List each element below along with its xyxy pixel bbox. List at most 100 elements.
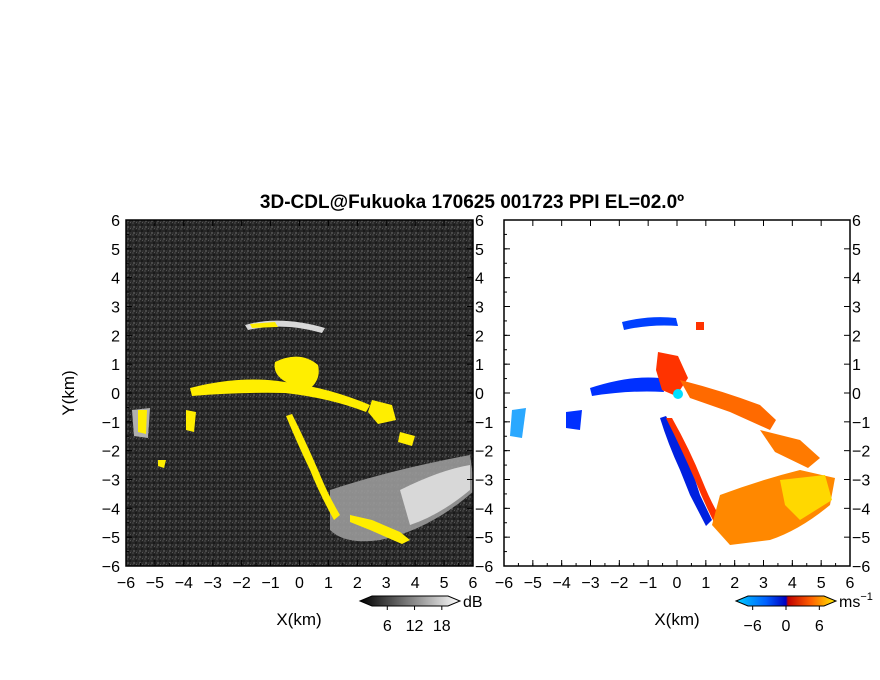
vel-cyan-west bbox=[510, 408, 526, 438]
velocity-xtick-label: 6 bbox=[846, 575, 855, 592]
reflectivity-xtick-label: −6 bbox=[117, 575, 135, 592]
velocity-xtick-label: −5 bbox=[524, 575, 542, 592]
velocity-ytick-label-right: −3 bbox=[852, 473, 870, 490]
velocity-ytick-label-right: 0 bbox=[852, 386, 861, 403]
vel-orange-east bbox=[680, 380, 776, 430]
reflectivity-ytick-label-right: −1 bbox=[475, 415, 493, 432]
reflectivity-ytick-label-right: 3 bbox=[475, 300, 484, 317]
chart-title: 3D-CDL@Fukuoka 170625 001723 PPI EL=02.0… bbox=[260, 192, 684, 213]
echo-yellow-east bbox=[368, 400, 396, 424]
reflectivity-xlabel: X(km) bbox=[276, 610, 321, 629]
reflectivity-ytick-label-right: −5 bbox=[475, 530, 493, 547]
velocity-colorbar-tick-label: 6 bbox=[815, 618, 824, 635]
reflectivity-ytick-label-right: −4 bbox=[475, 501, 493, 518]
reflectivity-panel: −6 −5 −4 −3 −2 −1 0 1 2 3 4 5 66 65 54 43 32 21 10 0−1 −1−2−… bbox=[102, 213, 494, 592]
echo-yellow-upper-arc bbox=[250, 322, 278, 328]
echo-yellow-west bbox=[138, 410, 147, 434]
velocity-ytick-label-right: 6 bbox=[852, 213, 861, 230]
velocity-ytick-label-right: 2 bbox=[852, 328, 861, 345]
reflectivity-ticks: −6 −5 −4 −3 −2 −1 0 1 2 3 4 5 66 65 54 43 32 21 10 0−1 −1−2−… bbox=[102, 213, 494, 592]
velocity-xtick-label: −1 bbox=[639, 575, 657, 592]
velocity-xtick-label: 4 bbox=[788, 575, 797, 592]
velocity-ytick-label-right: 5 bbox=[852, 242, 861, 259]
velocity-xtick-label: 2 bbox=[730, 575, 739, 592]
echo-yellow-southwest bbox=[158, 460, 166, 468]
reflectivity-ytick-label-right: 6 bbox=[475, 213, 484, 230]
reflectivity-ytick-label: 1 bbox=[111, 357, 120, 374]
echo-yellow-east-2 bbox=[398, 432, 415, 446]
velocity-ytick-label-right: 1 bbox=[852, 357, 861, 374]
reflectivity-xtick-label: −1 bbox=[261, 575, 279, 592]
echo-gray-southeast-core bbox=[400, 465, 470, 525]
echo-yellow-band bbox=[190, 379, 370, 412]
reflectivity-xtick-label: −2 bbox=[233, 575, 251, 592]
reflectivity-ytick-label-right: 4 bbox=[475, 271, 484, 288]
velocity-xtick-label: 0 bbox=[673, 575, 682, 592]
velocity-colorbar-tick-label: 0 bbox=[782, 618, 791, 635]
vel-blue-west bbox=[566, 410, 582, 430]
velocity-xtick-label: −3 bbox=[581, 575, 599, 592]
velocity-xtick-label: −2 bbox=[610, 575, 628, 592]
velocity-ytick-label-right: 3 bbox=[852, 300, 861, 317]
reflectivity-xtick-label: 1 bbox=[324, 575, 333, 592]
reflectivity-ytick-label: −2 bbox=[102, 444, 120, 461]
velocity-xtick-label: 1 bbox=[701, 575, 710, 592]
echo-yellow-center bbox=[274, 356, 319, 392]
vel-red-center bbox=[656, 352, 688, 396]
reflectivity-xtick-label: −4 bbox=[175, 575, 193, 592]
reflectivity-xtick-label: 2 bbox=[353, 575, 362, 592]
velocity-xtick-label: 3 bbox=[759, 575, 768, 592]
reflectivity-ytick-label: 3 bbox=[111, 300, 120, 317]
echo-yellow-west-2 bbox=[186, 410, 196, 432]
reflectivity-ytick-label: −6 bbox=[102, 559, 120, 576]
vel-blue-band bbox=[590, 377, 664, 396]
velocity-xtick-label: −6 bbox=[495, 575, 513, 592]
vel-red-small bbox=[696, 322, 704, 330]
reflectivity-xtick-label: 6 bbox=[469, 575, 478, 592]
vel-yellow-southeast bbox=[780, 475, 832, 520]
velocity-ytick-label-right: −1 bbox=[852, 415, 870, 432]
reflectivity-ytick-label: −3 bbox=[102, 473, 120, 490]
velocity-xtick-label: −4 bbox=[553, 575, 571, 592]
reflectivity-xtick-label: −3 bbox=[204, 575, 222, 592]
reflectivity-colorbar-tick-label: 6 bbox=[383, 618, 392, 635]
reflectivity-xtick-label: −5 bbox=[146, 575, 164, 592]
reflectivity-ytick-label: −1 bbox=[102, 415, 120, 432]
reflectivity-echoes bbox=[132, 320, 473, 544]
reflectivity-xtick-label: 3 bbox=[382, 575, 391, 592]
velocity-ytick-label-right: −6 bbox=[852, 559, 870, 576]
reflectivity-ylabel: Y(km) bbox=[59, 370, 78, 415]
echo-yellow-descending-line bbox=[286, 414, 340, 520]
velocity-panel: −6 −5 −4 −3 −2 −1 0 1 2 3 4 5 6 6 5 4 3 2 1 0 −1 −2 −3 −4 −5 −6 bbox=[495, 213, 870, 592]
reflectivity-ytick-label: 0 bbox=[111, 386, 120, 403]
reflectivity-ytick-label-right: −6 bbox=[475, 559, 493, 576]
velocity-xlabel: X(km) bbox=[654, 610, 699, 629]
reflectivity-xtick-label: 0 bbox=[295, 575, 304, 592]
vel-blue-descending bbox=[660, 416, 712, 526]
reflectivity-ytick-label-right: −2 bbox=[475, 444, 493, 461]
reflectivity-ytick-label: 5 bbox=[111, 242, 120, 259]
reflectivity-ytick-label: 2 bbox=[111, 328, 120, 345]
velocity-colorbar-unit: ms−1 bbox=[839, 591, 873, 611]
reflectivity-colorbar: 6 12 18 dB bbox=[358, 594, 483, 635]
reflectivity-xtick-label: 5 bbox=[440, 575, 449, 592]
reflectivity-colorbar-tick-label: 18 bbox=[433, 618, 451, 635]
reflectivity-ytick-label: −5 bbox=[102, 530, 120, 547]
reflectivity-colorbar-tick-label: 12 bbox=[406, 618, 424, 635]
velocity-echoes bbox=[510, 317, 835, 545]
velocity-ytick-label-right: −5 bbox=[852, 530, 870, 547]
reflectivity-ytick-label: 6 bbox=[111, 213, 120, 230]
velocity-ytick-label-right: −2 bbox=[852, 444, 870, 461]
velocity-xtick-label: 5 bbox=[817, 575, 826, 592]
reflectivity-ytick-label-right: −3 bbox=[475, 473, 493, 490]
reflectivity-ytick-label-right: 0 bbox=[475, 386, 484, 403]
reflectivity-ytick-label-right: 2 bbox=[475, 328, 484, 345]
vel-cyan-origin-marker bbox=[673, 389, 683, 399]
reflectivity-ytick-label: 4 bbox=[111, 271, 120, 288]
vel-orange-east-2 bbox=[760, 430, 820, 468]
reflectivity-xtick-label: 4 bbox=[411, 575, 420, 592]
velocity-ytick-label-right: −4 bbox=[852, 501, 870, 518]
reflectivity-ytick-label-right: 5 bbox=[475, 242, 484, 259]
vel-red-descending bbox=[666, 418, 722, 526]
